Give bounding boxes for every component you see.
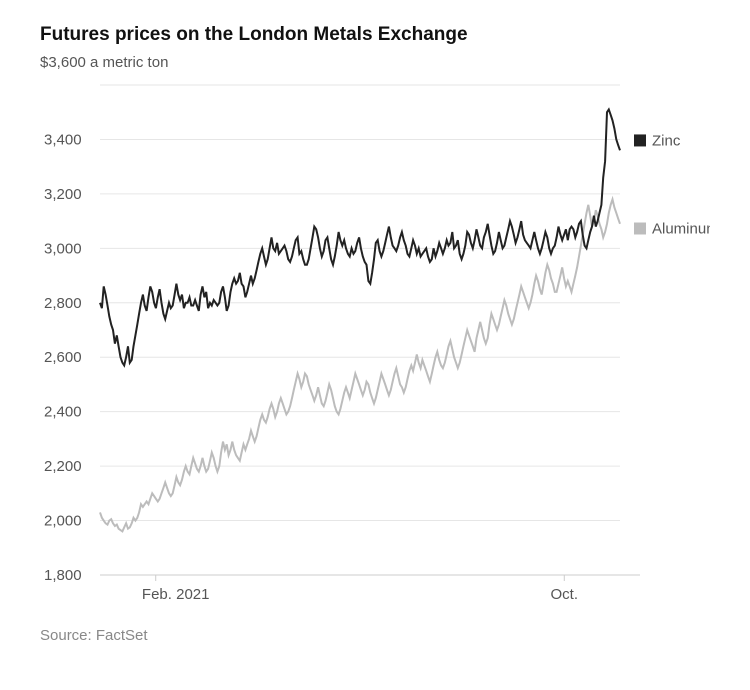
legend-swatch-zinc (634, 134, 646, 146)
chart-source: Source: FactSet (40, 627, 710, 644)
y-axis-tick-label: 2,200 (44, 458, 82, 475)
y-axis-tick-label: 2,000 (44, 513, 82, 530)
y-axis-tick-label: 1,800 (44, 567, 82, 584)
chart-plot-area: 1,800 2,000 2,200 2,400 2,600 2,800 3,000 3,200… (40, 75, 710, 615)
y-axis-tick-label: 3,000 (44, 240, 82, 257)
legend-label-aluminum: Aluminum (652, 221, 710, 238)
legend-label-zinc: Zinc (652, 132, 681, 149)
y-axis-tick-label: 2,400 (44, 404, 82, 421)
x-axis-tick-label: Oct. (551, 586, 579, 603)
y-axis-tick-label: 3,200 (44, 186, 82, 203)
chart-subtitle: $3,600 a metric ton (40, 54, 710, 71)
chart-container: Futures prices on the London Metals Exch… (0, 0, 750, 690)
y-axis-tick-label: 2,600 (44, 349, 82, 366)
x-axis-tick-label: Feb. 2021 (142, 586, 210, 603)
legend-swatch-aluminum (634, 223, 646, 235)
chart-svg: 1,800 2,000 2,200 2,400 2,600 2,800 3,000 3,200… (40, 75, 710, 615)
y-axis-tick-label: 2,800 (44, 295, 82, 312)
chart-title: Futures prices on the London Metals Exch… (40, 24, 710, 46)
y-axis-tick-label: 3,400 (44, 131, 82, 148)
series-zinc (100, 110, 620, 366)
